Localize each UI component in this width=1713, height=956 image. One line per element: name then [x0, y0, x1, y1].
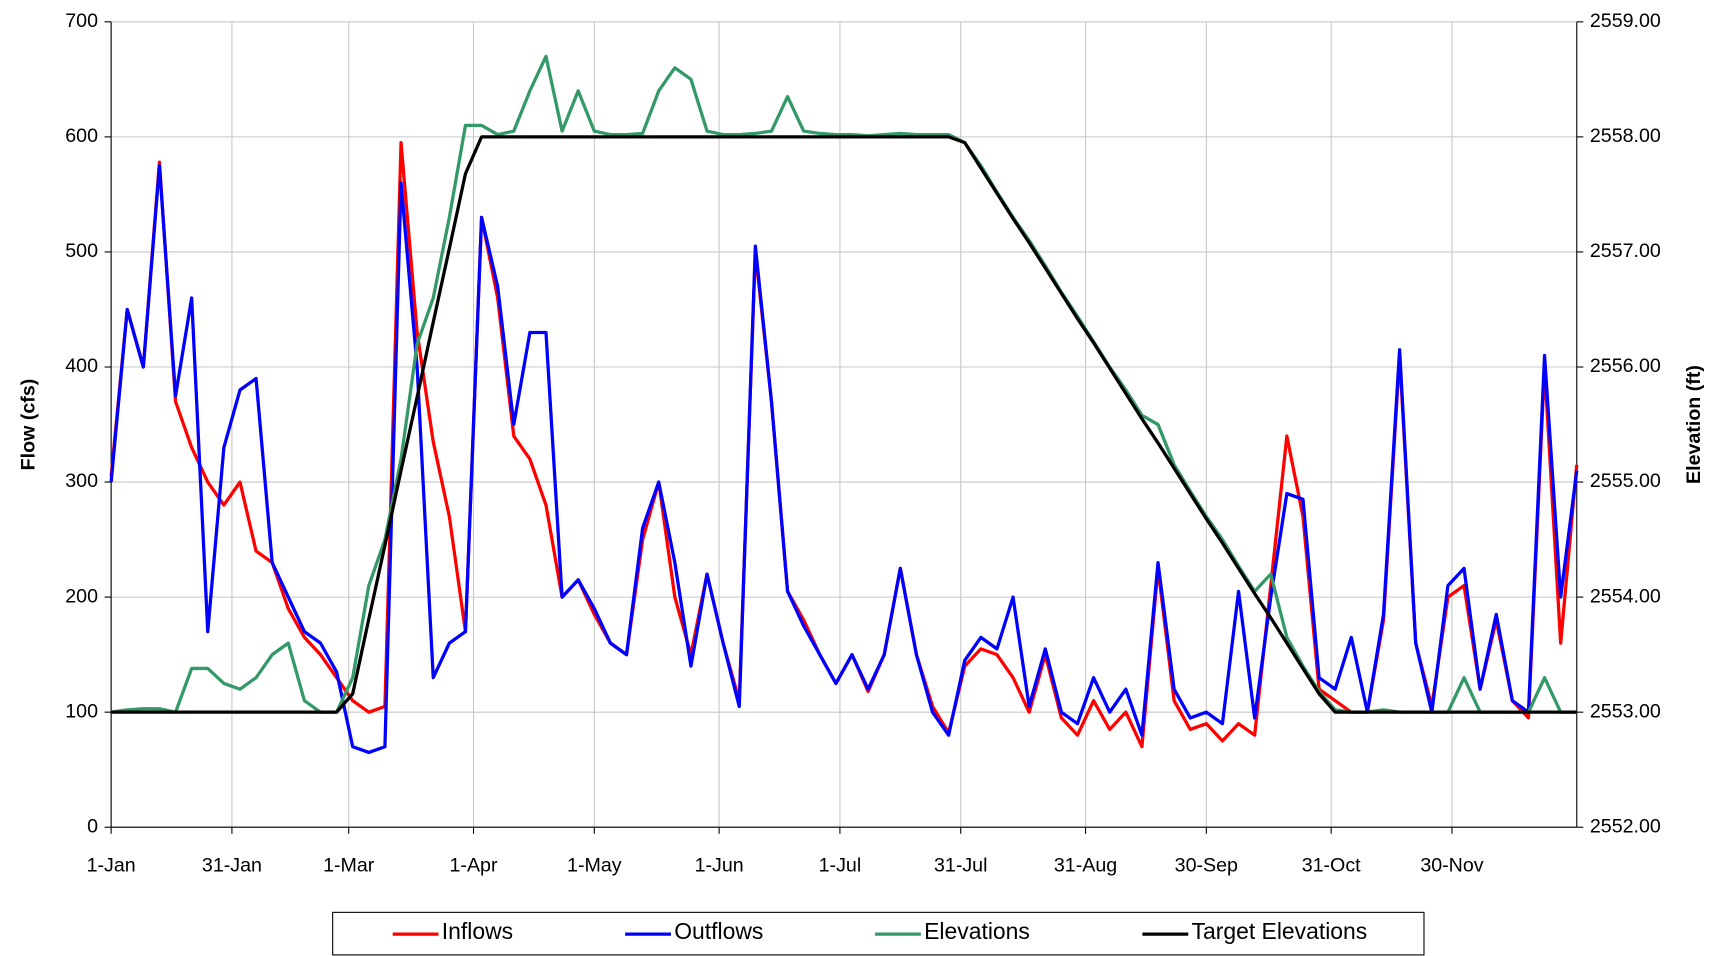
x-tick-label: 1-Mar: [323, 855, 375, 877]
y-tick-label: 700: [65, 10, 98, 32]
series-line: [111, 135, 1577, 714]
legend-label: Target Elevations: [1192, 918, 1368, 944]
y-tick-label: 200: [65, 585, 98, 607]
y2-tick-label: 2557.00: [1590, 240, 1661, 262]
x-tick-label: 1-Apr: [450, 855, 498, 877]
legend-label: Inflows: [442, 918, 513, 944]
y2-tick-label: 2556.00: [1590, 355, 1661, 377]
x-tick-label: 30-Sep: [1175, 855, 1238, 877]
x-tick-label: 31-Jan: [202, 855, 262, 877]
y2-axis-title: Elevation (ft): [1683, 365, 1705, 484]
y-tick-label: 500: [65, 240, 98, 262]
x-tick-label: 1-May: [567, 855, 622, 877]
x-tick-label: 31-Aug: [1054, 855, 1117, 877]
y-tick-label: 100: [65, 700, 98, 722]
x-tick-label: 1-Jul: [819, 855, 862, 877]
series-line: [109, 164, 1579, 755]
y2-tick-label: 2555.00: [1590, 470, 1661, 492]
legend-label: Outflows: [674, 918, 763, 944]
y-tick-label: 300: [65, 470, 98, 492]
y2-tick-label: 2554.00: [1590, 585, 1661, 607]
y-tick-label: 0: [87, 815, 98, 837]
y2-tick-label: 2559.00: [1590, 10, 1661, 32]
x-tick-label: 30-Nov: [1420, 855, 1483, 877]
y-tick-label: 400: [65, 355, 98, 377]
x-tick-label: 31-Jul: [934, 855, 987, 877]
y2-tick-label: 2553.00: [1590, 700, 1661, 722]
legend-label: Elevations: [924, 918, 1030, 944]
y-axis-title: Flow (cfs): [17, 379, 39, 471]
series-line: [110, 54, 1577, 714]
y-tick-label: 600: [65, 125, 98, 147]
x-tick-label: 1-Jun: [695, 855, 744, 877]
y2-tick-label: 2558.00: [1590, 125, 1661, 147]
x-tick-label: 31-Oct: [1302, 855, 1361, 877]
x-tick-label: 1-Jan: [87, 855, 136, 877]
y2-tick-label: 2552.00: [1590, 815, 1661, 837]
